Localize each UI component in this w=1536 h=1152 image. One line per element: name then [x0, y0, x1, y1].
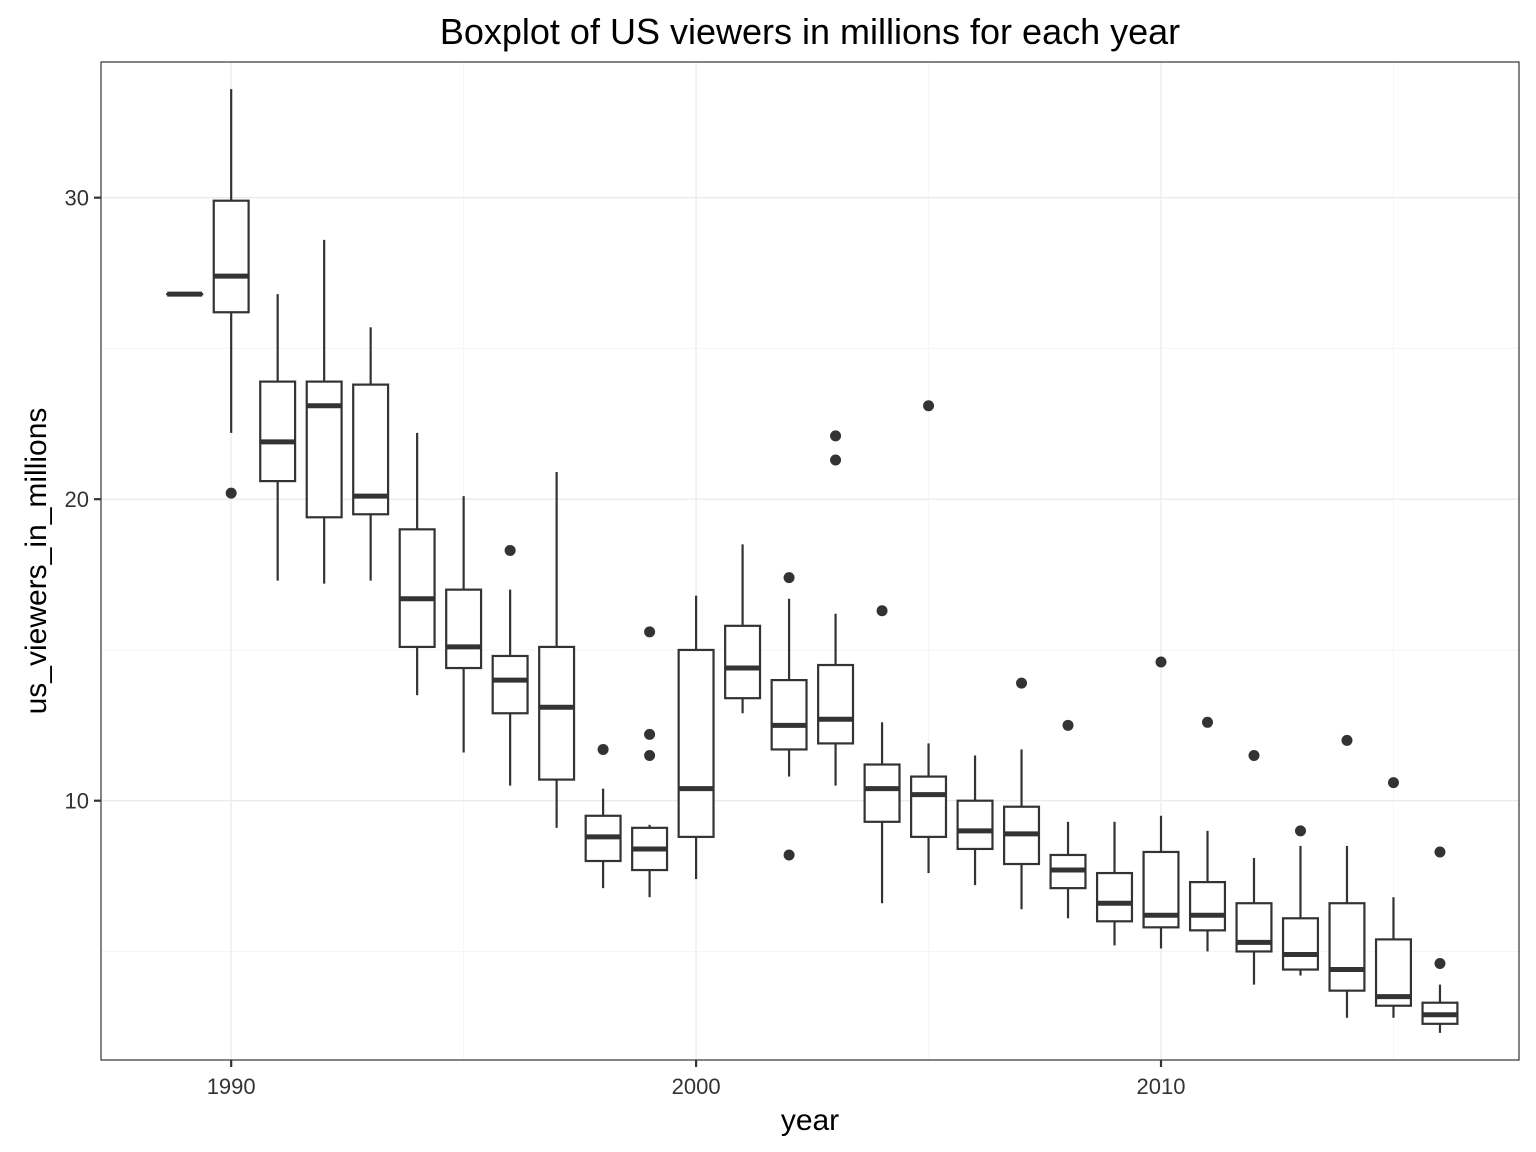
box-2005	[910, 400, 948, 874]
x-tick-label: 2010	[1137, 1074, 1186, 1099]
box-iqr	[1281, 917, 1320, 971]
y-tick-label: 20	[65, 487, 89, 512]
box-2015	[1374, 777, 1413, 1018]
outlier-point	[1062, 719, 1074, 731]
outlier-point	[923, 400, 935, 412]
x-axis-ticks: 1990 2000 2010	[207, 1060, 1186, 1099]
box-iqr	[910, 775, 948, 838]
x-tick-label: 2000	[672, 1074, 721, 1099]
outlier-point	[644, 749, 656, 761]
box-2010	[1142, 656, 1180, 949]
box-iqr	[305, 380, 343, 519]
box-iqr	[491, 654, 529, 715]
box-iqr	[1095, 871, 1134, 923]
box-2002	[770, 572, 808, 861]
grid	[101, 62, 1519, 1060]
box-2013	[1281, 825, 1320, 976]
outlier-point	[783, 849, 795, 861]
outlier-point	[830, 454, 842, 466]
outlier-point	[1016, 677, 1028, 689]
outlier-point	[597, 743, 609, 755]
outlier-point	[1387, 777, 1399, 789]
outlier-point	[1434, 958, 1446, 970]
boxes	[166, 89, 1459, 1033]
box-iqr	[212, 199, 250, 314]
box-1993	[352, 327, 390, 581]
box-iqr	[956, 799, 994, 851]
box-2000	[677, 595, 715, 880]
y-axis-title: us_viewers_in_millions	[20, 408, 53, 715]
box-2012	[1235, 749, 1273, 985]
outlier-point	[644, 728, 656, 740]
box-iqr	[1328, 902, 1366, 992]
outlier-point	[225, 487, 237, 499]
box-2014	[1328, 734, 1366, 1018]
box-iqr	[445, 588, 483, 670]
box-1992	[305, 239, 343, 584]
box-2004	[863, 605, 901, 904]
outlier-point	[504, 544, 516, 556]
outlier-point	[644, 626, 656, 638]
outlier-point	[876, 605, 888, 617]
y-axis-ticks: 10 20 30	[65, 186, 101, 814]
outlier-point	[1248, 749, 1260, 761]
box-1999	[631, 626, 669, 898]
box-1997	[538, 472, 576, 828]
box-1990	[212, 89, 250, 499]
outlier-point	[1294, 825, 1306, 837]
outlier-point	[1341, 734, 1353, 746]
box-iqr	[817, 663, 855, 745]
box-2001	[724, 544, 762, 714]
x-tick-label: 1990	[207, 1074, 256, 1099]
x-axis-title: year	[781, 1104, 839, 1137]
box-iqr	[538, 645, 576, 781]
box-1996	[491, 544, 529, 786]
box-2008	[1049, 719, 1087, 919]
box-2007	[1003, 677, 1041, 910]
outlier-point	[783, 572, 795, 584]
box-iqr	[398, 528, 436, 649]
box-iqr	[259, 380, 297, 483]
outlier-point	[1202, 716, 1214, 728]
box-1998	[584, 743, 622, 889]
box-1995	[445, 496, 483, 753]
y-tick-label: 10	[65, 789, 89, 814]
panel-border	[100, 61, 1520, 1061]
box-2011	[1188, 716, 1227, 952]
outlier-point	[1155, 656, 1167, 668]
box-iqr	[352, 383, 390, 516]
outlier-point	[830, 430, 842, 442]
box-2006	[956, 755, 994, 886]
box-iqr	[1188, 881, 1227, 932]
box-1994	[398, 432, 436, 696]
chart-title: Boxplot of US viewers in millions for ea…	[440, 11, 1180, 52]
box-iqr	[724, 624, 762, 700]
y-tick-label: 30	[65, 186, 89, 211]
box-iqr	[677, 648, 715, 838]
box-2016	[1421, 846, 1459, 1033]
box-iqr	[863, 763, 901, 823]
box-2009	[1095, 821, 1134, 946]
box-2003	[817, 430, 855, 786]
box-iqr	[770, 678, 808, 751]
outlier-point	[1434, 846, 1446, 858]
box-1991	[259, 294, 297, 581]
